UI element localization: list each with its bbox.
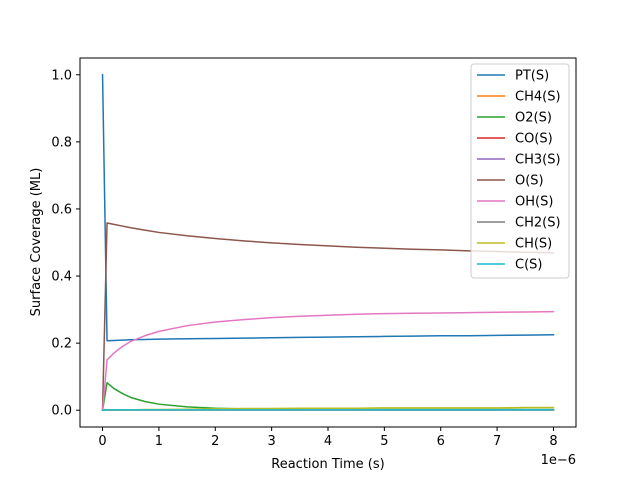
plot-area: 0 1 2 3 4 5 6 7 8 0.0 0.2 0.4 0.6 0.8 1.0 [51, 57, 577, 449]
y-tick-label: 0.0 [51, 404, 72, 419]
y-tick-label: 0.2 [51, 337, 72, 352]
x-tick-label: 7 [493, 434, 501, 449]
y-axis-label: Surface Coverage (ML) [29, 168, 44, 317]
legend-label-5: O(S) [515, 174, 544, 189]
x-tick-label: 0 [98, 434, 106, 449]
y-tick-label: 0.8 [51, 135, 72, 150]
legend-label-3: CO(S) [515, 132, 553, 147]
x-tick-label: 4 [324, 434, 332, 449]
series-layer [101, 74, 555, 412]
legend-entries: PT(S) CH4(S) O2(S) CO(S) CH3(S) O(S) OH(S) CH2(… [477, 69, 561, 273]
x-tick-label: 3 [267, 434, 275, 449]
x-axis-label: Reaction Time (s) [271, 457, 384, 472]
x-tick-label: 2 [211, 434, 219, 449]
legend-label-8: CH(S) [515, 237, 552, 252]
y-axis-ticks: 0.0 0.2 0.4 0.6 0.8 1.0 [51, 68, 80, 419]
legend-label-9: C(S) [515, 258, 542, 273]
y-tick-label: 1.0 [51, 68, 72, 83]
legend-label-7: CH2(S) [515, 216, 561, 231]
x-tick-label: 5 [380, 434, 388, 449]
legend-label-1: CH4(S) [515, 90, 561, 105]
x-tick-label: 8 [549, 434, 557, 449]
legend-label-0: PT(S) [515, 69, 549, 84]
series-line-0 [101, 74, 555, 342]
x-tick-label: 1 [155, 434, 163, 449]
series-line-6 [101, 310, 555, 412]
legend-label-4: CH3(S) [515, 153, 561, 168]
legend: PT(S) CH4(S) O2(S) CO(S) CH3(S) O(S) OH(S) CH2(… [470, 63, 570, 279]
x-tick-label: 6 [437, 434, 445, 449]
legend-label-6: OH(S) [515, 195, 553, 210]
legend-label-2: O2(S) [515, 111, 552, 126]
y-tick-label: 0.4 [51, 270, 72, 285]
x-axis-offset-text: 1e−6 [541, 453, 576, 468]
x-axis-ticks: 0 1 2 3 4 5 6 7 8 [98, 427, 558, 449]
y-tick-label: 0.6 [51, 202, 72, 217]
series-line-5 [101, 222, 555, 411]
